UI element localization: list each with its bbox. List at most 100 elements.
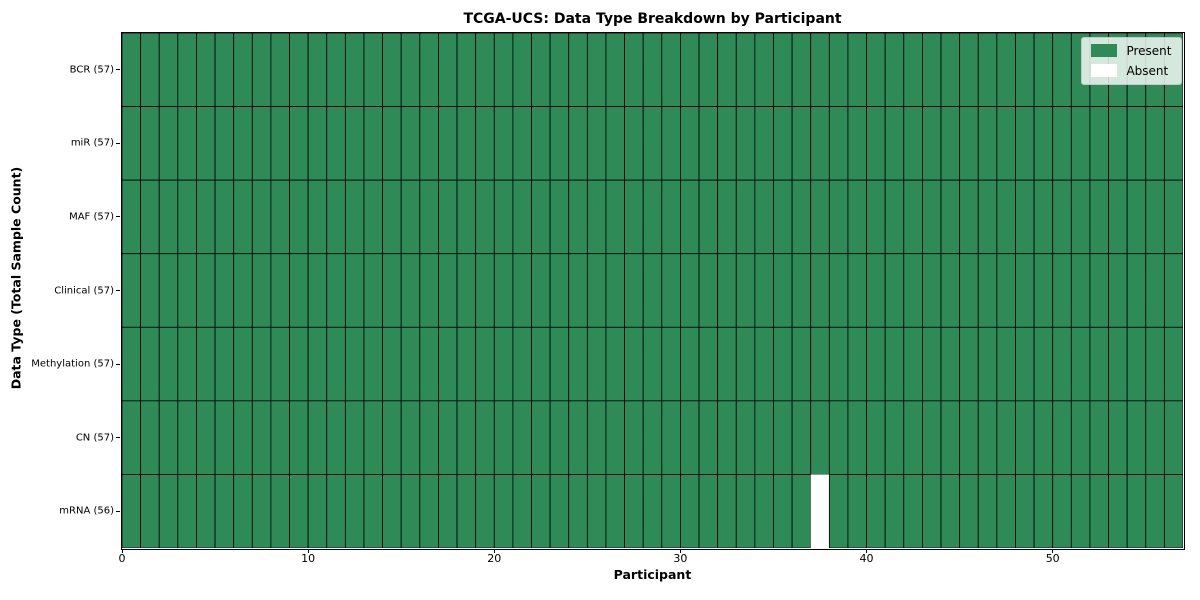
heatmap-cell [493, 399, 513, 475]
heatmap-cell [270, 252, 290, 328]
heatmap-cell [958, 105, 979, 181]
heatmap-cell [288, 473, 309, 548]
heatmap-cell [995, 326, 1016, 401]
heatmap-cell [549, 399, 569, 475]
heatmap-cell [1033, 32, 1053, 107]
heatmap-cell [716, 399, 737, 475]
heatmap-cell [214, 399, 234, 475]
heatmap-cell [791, 399, 811, 475]
heatmap-cell [456, 105, 476, 181]
heatmap-cell [995, 399, 1016, 475]
x-tick-label: 40 [859, 552, 874, 565]
heatmap-cell [735, 32, 755, 107]
heatmap-cell [660, 105, 681, 181]
heatmap-cell [456, 473, 476, 548]
heatmap-cell [344, 179, 364, 254]
heatmap-cell [493, 105, 513, 181]
heatmap-cell [549, 326, 569, 401]
y-tick-mark [116, 69, 120, 71]
heatmap-cell [456, 252, 476, 328]
heatmap-cell [642, 179, 662, 254]
heatmap-cell [121, 179, 141, 254]
heatmap-cell [605, 32, 625, 107]
heatmap-cell [1144, 326, 1165, 401]
heatmap-cell [307, 179, 327, 254]
heatmap-cell [214, 32, 234, 107]
heatmap-cell [902, 32, 923, 107]
heatmap-cell [232, 105, 253, 181]
heatmap-cell [493, 326, 513, 401]
heatmap-cell [1051, 326, 1072, 401]
heatmap-cell [1107, 252, 1128, 328]
heatmap-cell [344, 252, 364, 328]
heatmap-cell [1126, 473, 1146, 548]
heatmap-cell [232, 473, 253, 548]
heatmap-cell [232, 179, 253, 254]
heatmap-cell [288, 32, 309, 107]
heatmap-cell [232, 32, 253, 107]
heatmap-cell [884, 473, 904, 548]
heatmap-cell [921, 252, 941, 328]
heatmap-cell [1089, 179, 1109, 254]
heatmap-cell [884, 179, 904, 254]
heatmap-cell [753, 252, 774, 328]
heatmap-cell [474, 179, 495, 254]
heatmap-cell [884, 326, 904, 401]
heatmap-cell [586, 473, 606, 548]
heatmap-cell [121, 326, 141, 401]
heatmap-cell [847, 399, 867, 475]
heatmap-cell [176, 326, 197, 401]
heatmap-cell [884, 399, 904, 475]
heatmap-cell [344, 326, 364, 401]
heatmap-cell [995, 32, 1016, 107]
heatmap-cell [1033, 399, 1053, 475]
heatmap-cell [381, 326, 402, 401]
heatmap-cell [381, 252, 402, 328]
heatmap-cell [977, 32, 997, 107]
heatmap-cell [363, 399, 383, 475]
heatmap-cell [158, 252, 178, 328]
y-tick-mark [116, 437, 120, 439]
heatmap-cell [902, 252, 923, 328]
heatmap-cell [1033, 105, 1053, 181]
heatmap-cell [865, 179, 886, 254]
heatmap-cell [418, 473, 439, 548]
heatmap-cell [847, 473, 867, 548]
heatmap-cell [642, 473, 662, 548]
heatmap-cell [1107, 179, 1128, 254]
heatmap-cell [1089, 473, 1109, 548]
heatmap-cell [139, 179, 160, 254]
heatmap-cell [1144, 399, 1165, 475]
heatmap-cell [270, 473, 290, 548]
heatmap-cell [121, 399, 141, 475]
heatmap-cell [995, 105, 1016, 181]
heatmap-cell [772, 179, 793, 254]
heatmap-cell [828, 399, 848, 475]
heatmap-cell [139, 32, 160, 107]
legend: Present Absent [1081, 36, 1182, 85]
heatmap-cell [828, 473, 848, 548]
heatmap-cell [567, 32, 588, 107]
x-tick-mark [866, 549, 868, 553]
heatmap-cell [847, 326, 867, 401]
heatmap-cell [456, 32, 476, 107]
heatmap-cell [251, 473, 271, 548]
heatmap-cell [1163, 252, 1183, 328]
heatmap-cell [698, 473, 718, 548]
heatmap-cell [121, 473, 141, 548]
heatmap-cell [1089, 326, 1109, 401]
heatmap-cell [381, 105, 402, 181]
heatmap-cell [698, 326, 718, 401]
heatmap-cell [381, 473, 402, 548]
heatmap-cell [847, 32, 867, 107]
heatmap-cell [418, 179, 439, 254]
heatmap-cell [418, 326, 439, 401]
heatmap-cell [307, 473, 327, 548]
y-tick-label: BCR (57) [69, 64, 114, 76]
x-tick-label: 0 [118, 552, 126, 565]
heatmap-cell [567, 179, 588, 254]
heatmap-cell [921, 32, 941, 107]
x-tick-label: 20 [487, 552, 502, 565]
heatmap-cell [642, 326, 662, 401]
heatmap-cell [1070, 326, 1090, 401]
